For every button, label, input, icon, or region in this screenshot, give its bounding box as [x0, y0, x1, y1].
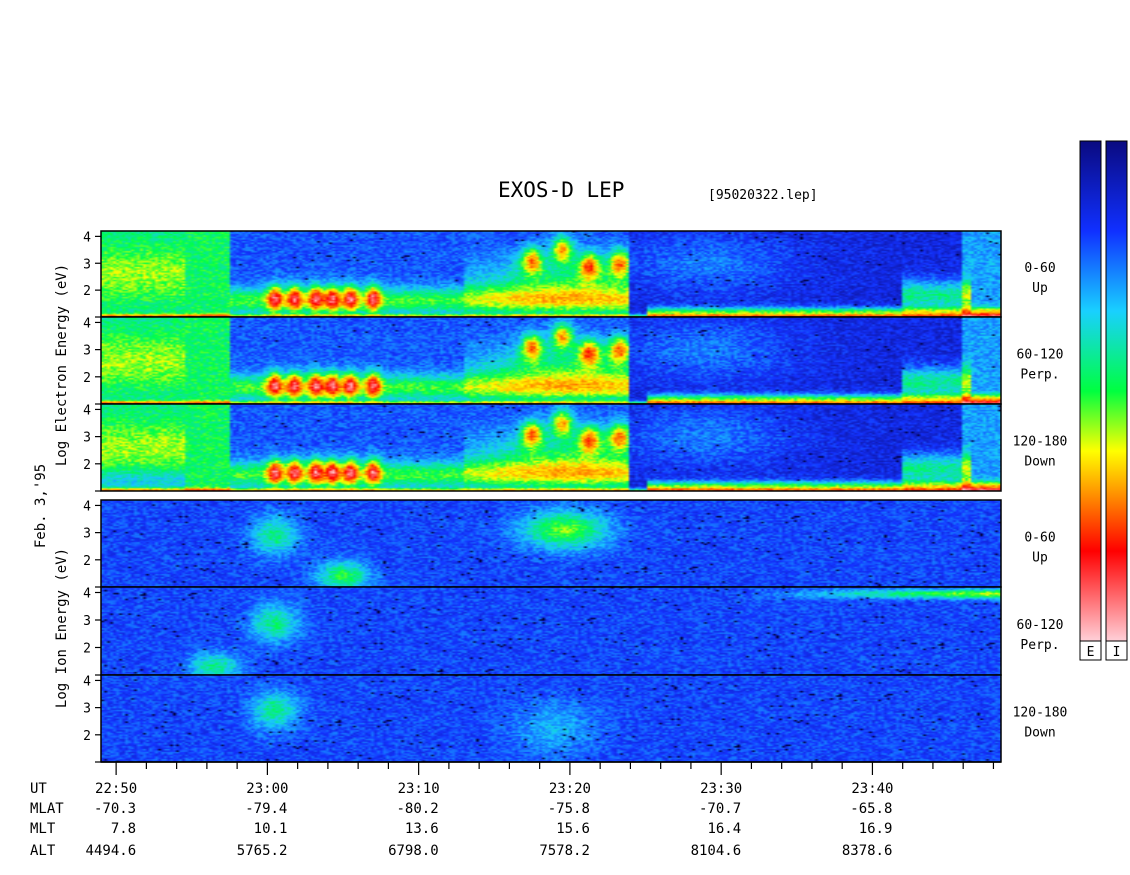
- y-tick-label: 2: [83, 554, 91, 569]
- y-tick-label: 4: [83, 587, 91, 602]
- y-tick-label: 3: [83, 702, 91, 717]
- colorbar: E I: [1079, 140, 1128, 661]
- direction-label: Up: [1032, 281, 1048, 296]
- spectrogram-panel: [101, 404, 1001, 491]
- colorbar-electron: [1079, 140, 1102, 642]
- spectrogram-panel: [101, 231, 1001, 317]
- ephemeris-value: -79.4: [245, 801, 287, 817]
- direction-label: Down: [1024, 726, 1055, 741]
- ephemeris-value: 8104.6: [691, 843, 742, 859]
- ion-energy-axis-label: Log Ion Energy (eV): [54, 548, 70, 708]
- spectrogram-panel: [101, 675, 1001, 762]
- ephemeris-value: 16.9: [859, 821, 893, 837]
- y-axis-labels: 2 3 4 2 3 4 2 3 4 2 3 4 2 3 4 2 3 4: [83, 230, 101, 763]
- spectrogram-panel: [101, 317, 1001, 404]
- ephemeris-value: 23:40: [851, 781, 893, 797]
- pitch-angle-label: 0-60: [1024, 261, 1055, 276]
- ephemeris-value: 23:00: [246, 781, 288, 797]
- spectrogram-panels: [100, 230, 1002, 763]
- ephemeris-value: 16.4: [707, 821, 741, 837]
- y-tick-label: 3: [83, 257, 91, 272]
- ephemeris-value: 7.8: [111, 821, 136, 837]
- y-tick-label: 3: [83, 614, 91, 629]
- y-tick-label: 4: [83, 230, 91, 245]
- y-tick-label: 4: [83, 674, 91, 689]
- ephemeris-row-label: MLAT: [30, 801, 64, 817]
- spectrogram-panel: [101, 500, 1001, 587]
- colorbar-ion: [1105, 140, 1128, 642]
- date-label: Feb. 3,'95: [33, 464, 49, 548]
- y-tick-label: 2: [83, 729, 91, 744]
- ephemeris-value: 23:10: [398, 781, 440, 797]
- y-tick-label: 4: [83, 499, 91, 514]
- ephemeris-value: 8378.6: [842, 843, 893, 859]
- file-label: [95020322.lep]: [708, 188, 818, 203]
- pitch-angle-label: 0-60: [1024, 531, 1055, 546]
- page-title: EXOS-D LEP: [498, 178, 624, 202]
- time-axis: [101, 761, 1001, 775]
- pitch-angle-label: 120-180: [1013, 706, 1068, 721]
- ephemeris-row-label: UT: [30, 781, 47, 797]
- colorbar-ion-label-box: [1105, 640, 1128, 661]
- colorbar-electron-label: E: [1087, 645, 1095, 660]
- y-tick-label: 4: [83, 403, 91, 418]
- ephemeris-value: 6798.0: [388, 843, 439, 859]
- ephemeris-value: -75.8: [548, 801, 590, 817]
- direction-label: Perp.: [1020, 638, 1059, 653]
- colorbar-ion-label: I: [1113, 645, 1121, 660]
- y-tick-label: 2: [83, 284, 91, 299]
- panel-frame: [100, 403, 1002, 492]
- y-tick-label: 3: [83, 431, 91, 446]
- y-tick-label: 3: [83, 344, 91, 359]
- ephemeris-value: -80.2: [396, 801, 438, 817]
- direction-label: Down: [1024, 455, 1055, 470]
- pitch-angle-label: 60-120: [1017, 348, 1064, 363]
- y-tick-label: 2: [83, 642, 91, 657]
- ephemeris-value: 10.1: [254, 821, 288, 837]
- ephemeris-value: 15.6: [556, 821, 590, 837]
- ephemeris-table: UT MLAT MLT ALT 22:50 -70.3 7.8 4494.6 23:00 -79.…: [30, 781, 894, 859]
- direction-label: Perp.: [1020, 368, 1059, 383]
- ephemeris-value: 23:30: [700, 781, 742, 797]
- pitch-angle-label: 120-180: [1013, 435, 1068, 450]
- direction-label: Up: [1032, 551, 1048, 566]
- ephemeris-value: 22:50: [95, 781, 137, 797]
- ephemeris-row-label: ALT: [30, 843, 56, 859]
- y-tick-label: 2: [83, 458, 91, 473]
- y-tick-label: 3: [83, 527, 91, 542]
- pitch-angle-labels: 0-60 Up 60-120 Perp. 120-180 Down 0-60 Up 60-120…: [1013, 261, 1068, 741]
- ephemeris-value: -65.8: [850, 801, 892, 817]
- spectrogram-panel: [101, 587, 1001, 675]
- ephemeris-value: 7578.2: [539, 843, 590, 859]
- ephemeris-value: 13.6: [405, 821, 439, 837]
- ephemeris-value: 5765.2: [237, 843, 288, 859]
- y-tick-label: 2: [83, 371, 91, 386]
- pitch-angle-label: 60-120: [1017, 618, 1064, 633]
- electron-energy-axis-label: Log Electron Energy (eV): [54, 264, 70, 466]
- ephemeris-value: -70.7: [699, 801, 741, 817]
- ephemeris-value: -70.3: [94, 801, 136, 817]
- ephemeris-value: 4494.6: [86, 843, 137, 859]
- y-tick-label: 4: [83, 316, 91, 331]
- ephemeris-value: 23:20: [549, 781, 591, 797]
- colorbar-electron-label-box: [1079, 640, 1102, 661]
- ephemeris-row-label: MLT: [30, 821, 56, 837]
